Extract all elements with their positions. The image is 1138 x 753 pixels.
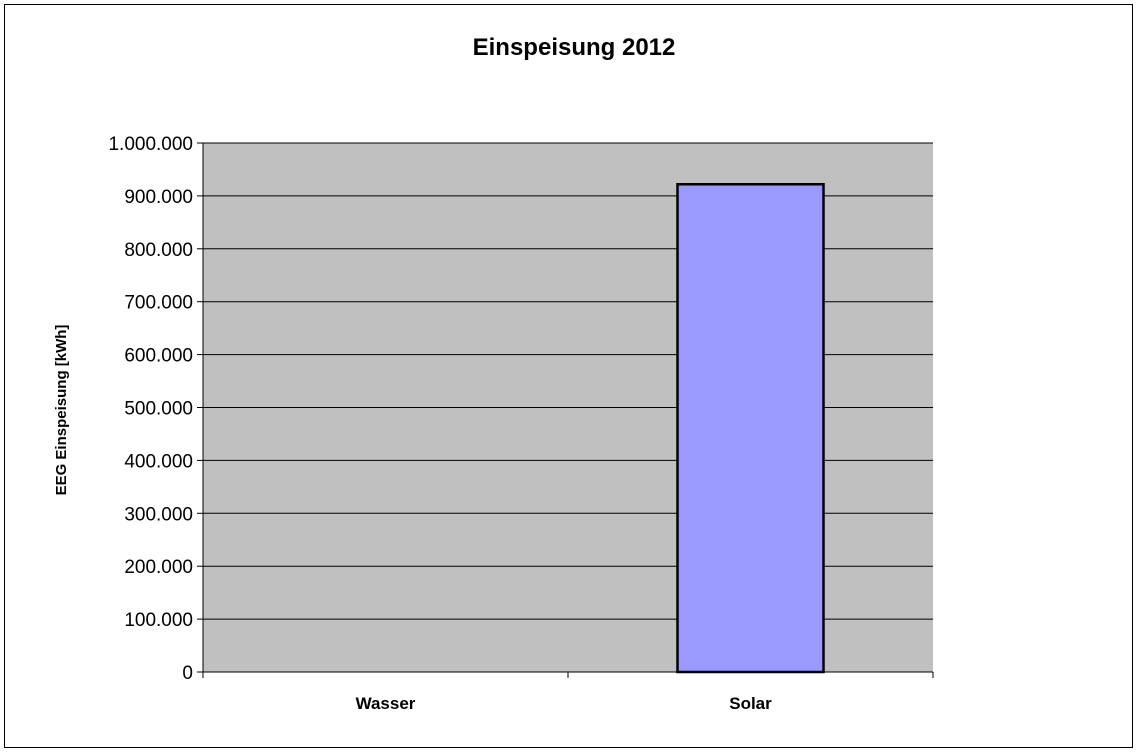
bars bbox=[676, 183, 825, 674]
y-tick-label-7: 700.000 bbox=[124, 293, 193, 314]
y-tick-label-9: 900.000 bbox=[124, 187, 193, 208]
y-tick-label-0: 0 bbox=[182, 663, 193, 684]
y-tick-label-3: 300.000 bbox=[124, 504, 193, 525]
y-tick-labels: 0 100.000 200.000 300.000 400.000 500.000 600.… bbox=[108, 134, 193, 684]
bar-solar bbox=[676, 183, 825, 674]
y-axis-title: EEG Einspeisung [kWh] bbox=[53, 325, 70, 496]
y-tick-label-5: 500.000 bbox=[124, 399, 193, 420]
y-tick-label-4: 400.000 bbox=[124, 451, 193, 472]
y-tick-label-1: 100.000 bbox=[124, 610, 193, 631]
y-tick-label-2: 200.000 bbox=[124, 557, 193, 578]
axes bbox=[197, 142, 934, 678]
x-category-label-solar: Solar bbox=[729, 694, 772, 713]
chart-title: Einspeisung 2012 bbox=[473, 34, 676, 61]
y-tick-label-10: 1.000.000 bbox=[108, 134, 193, 155]
y-tick-label-8: 800.000 bbox=[124, 240, 193, 261]
x-category-labels: Wasser Solar bbox=[356, 694, 773, 713]
y-tick-label-6: 600.000 bbox=[124, 346, 193, 367]
x-category-label-wasser: Wasser bbox=[356, 694, 416, 713]
